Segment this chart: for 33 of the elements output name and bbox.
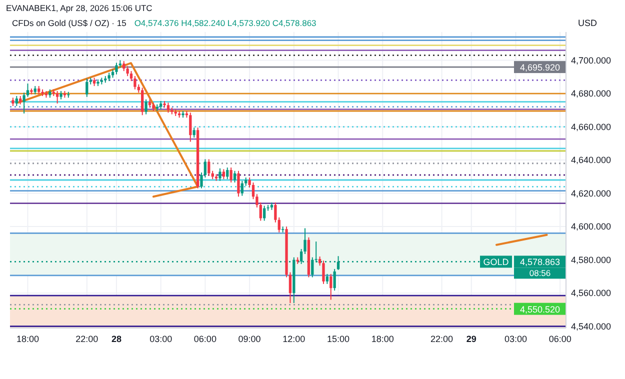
x-tick-label: 18:00 (16, 334, 40, 344)
chart-title: CFDs on Gold (US$ / OZ) · 15 (12, 18, 126, 28)
chart-subtitle: O4,574.376 H4,582.240 L4,573.920 C4,578.863 (134, 18, 317, 28)
y-tick-label: 4,560.000 (571, 288, 612, 298)
ref-line-label: 4,695.920 (520, 62, 560, 73)
y-tick-label: 4,700.000 (571, 55, 612, 66)
countdown-tag: 08:56 (514, 268, 566, 279)
y-tick-label: 4,620.000 (571, 188, 612, 198)
x-tick-label: 28 (111, 334, 122, 344)
x-tick-label: 29 (466, 334, 476, 344)
text: EVANABEK1, Apr 28, 2026 15:06 UTC (6, 3, 152, 13)
y-tick-label: 4,580.000 (571, 254, 612, 265)
x-tick-label: 22:00 (430, 334, 454, 344)
x-tick-label: 06:00 (548, 334, 572, 344)
y-tick-label: 4,660.000 (571, 122, 612, 132)
x-tick-label: 09:00 (238, 334, 261, 344)
x-tick-label: 18:00 (371, 334, 394, 344)
y-axis-title: USD (578, 18, 598, 28)
x-tick-label: 22:00 (76, 334, 98, 344)
x-tick-label: 12:00 (282, 334, 306, 344)
y-tick-label: 4,640.000 (571, 155, 612, 166)
y-tick-label: 4,600.000 (571, 222, 612, 232)
ref-line-label: 4,550.520 (520, 304, 560, 314)
annotation: GOLD (483, 257, 510, 268)
x-tick-label: 06:00 (194, 334, 216, 344)
y-tick-label: 4,680.000 (571, 88, 612, 99)
x-tick-label: 03:00 (150, 334, 172, 344)
symbol-tag: GOLD (480, 256, 512, 268)
y-tick-label: 4,540.000 (571, 321, 612, 332)
annotation: 08:56 (529, 268, 551, 278)
x-tick-label: 03:00 (504, 334, 527, 344)
x-tick-label: 15:00 (327, 334, 350, 344)
ref-line-label: 4,578.863 (520, 257, 560, 268)
